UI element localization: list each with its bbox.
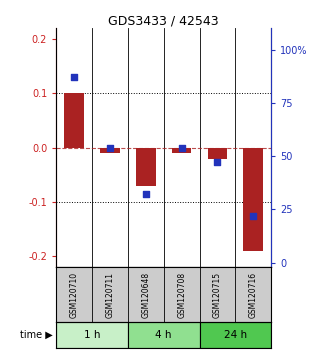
Text: 4 h: 4 h [155, 330, 172, 340]
Text: GSM120708: GSM120708 [177, 272, 186, 318]
Text: GSM120715: GSM120715 [213, 272, 222, 318]
Text: 24 h: 24 h [224, 330, 247, 340]
Bar [243, 148, 263, 251]
Text: GSM120711: GSM120711 [105, 272, 115, 318]
Point [143, 192, 148, 197]
Text: GSM120716: GSM120716 [249, 272, 258, 318]
Text: GSM120648: GSM120648 [141, 272, 150, 318]
Point [107, 145, 112, 150]
Bar [56, 322, 128, 348]
Point [215, 160, 220, 165]
Bar [200, 322, 271, 348]
Text: time ▶: time ▶ [20, 330, 53, 340]
Text: GSM120710: GSM120710 [70, 272, 79, 318]
Bar [172, 148, 192, 153]
Point [72, 74, 77, 80]
Point [179, 145, 184, 150]
Point [251, 213, 256, 218]
Bar [208, 148, 227, 159]
Bar [100, 148, 120, 153]
Bar [64, 93, 84, 148]
Text: 1 h: 1 h [84, 330, 100, 340]
Title: GDS3433 / 42543: GDS3433 / 42543 [108, 14, 219, 27]
Bar [128, 322, 200, 348]
Bar [136, 148, 156, 186]
